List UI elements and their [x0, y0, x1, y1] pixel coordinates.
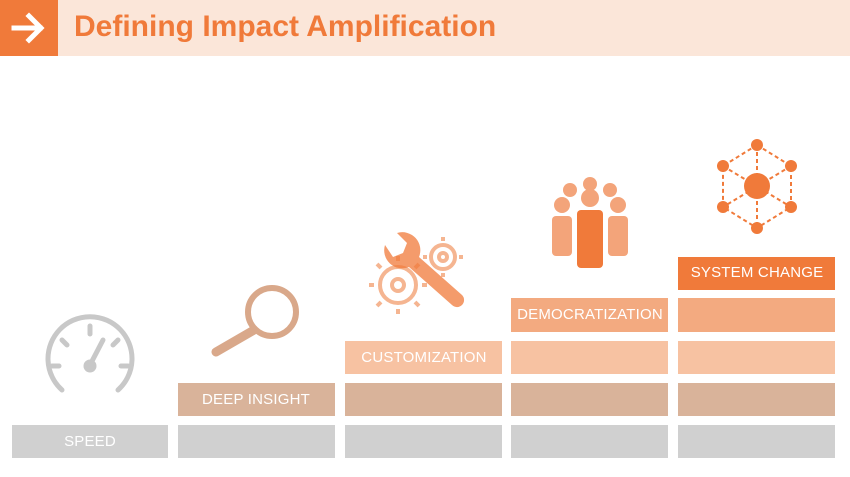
step-label: DEMOCRATIZATION: [517, 306, 663, 323]
row-peach: [345, 341, 835, 374]
row-tan: [178, 383, 835, 416]
speed-icon: [45, 314, 135, 393]
step-label: CUSTOMIZATION: [361, 349, 486, 366]
step-label: SPEED: [64, 433, 116, 450]
customization-icon: [369, 232, 465, 314]
row-orange: [678, 257, 835, 290]
header-band: [0, 0, 850, 56]
step-label: SYSTEM CHANGE: [691, 264, 824, 281]
arrow-icon: [11, 12, 45, 44]
row-salmon: [511, 298, 835, 332]
system-icon: [717, 139, 797, 234]
insight-icon: [211, 285, 299, 357]
step-label: DEEP INSIGHT: [202, 391, 310, 408]
people-icon: [552, 177, 628, 268]
row-gray: [12, 425, 835, 458]
title: Defining Impact Amplification: [74, 10, 496, 43]
